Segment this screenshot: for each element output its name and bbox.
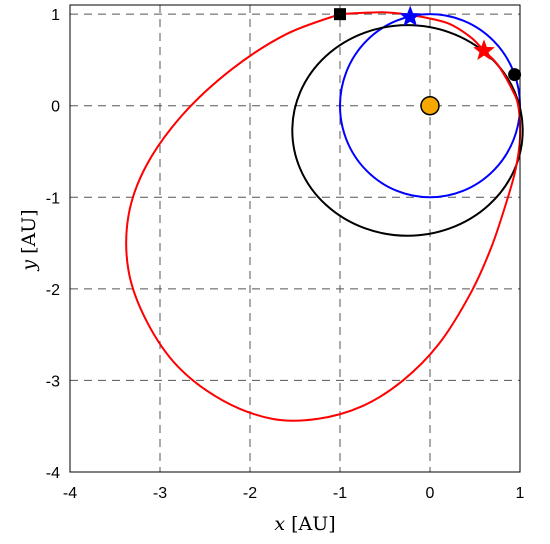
plot-frame xyxy=(69,4,521,473)
y-tick-label: -4 xyxy=(46,465,60,482)
sun-marker xyxy=(420,95,440,116)
orbit-marker-star xyxy=(399,5,422,27)
x-tick-label: -3 xyxy=(153,485,167,502)
x-tick-label: -2 xyxy=(243,485,257,502)
x-tick-label: 1 xyxy=(516,485,525,502)
y-tick-label: -1 xyxy=(46,190,60,207)
x-tick-labels: -4 -3 -2 -1 0 1 xyxy=(63,485,525,502)
y-tick-label: 1 xyxy=(51,7,60,24)
y-tick-label: -2 xyxy=(46,282,60,299)
x-tick-label: 0 xyxy=(426,485,435,502)
y-tick-label: -3 xyxy=(46,373,60,390)
y-axis-label: y [AU] xyxy=(18,209,40,271)
y-tick-labels: 1 0 -1 -2 -3 -4 xyxy=(46,7,60,482)
x-tick-label: -1 xyxy=(333,485,347,502)
x-tick-label: -4 xyxy=(63,485,77,502)
orbit-markers xyxy=(334,5,522,116)
y-axis-var: y xyxy=(18,260,40,272)
x-axis-label: x [AU] xyxy=(274,513,335,535)
orbit-ellipse-1 xyxy=(291,24,524,237)
x-axis-var: x xyxy=(274,513,285,535)
x-axis-unit: [AU] xyxy=(291,513,336,535)
plot-background xyxy=(70,5,520,472)
y-axis-unit: [AU] xyxy=(18,209,40,254)
orbit-marker-circle xyxy=(508,68,522,82)
orbit-marker-square xyxy=(334,8,346,21)
y-tick-label: 0 xyxy=(51,99,60,116)
orbit-marker-star xyxy=(473,39,495,61)
